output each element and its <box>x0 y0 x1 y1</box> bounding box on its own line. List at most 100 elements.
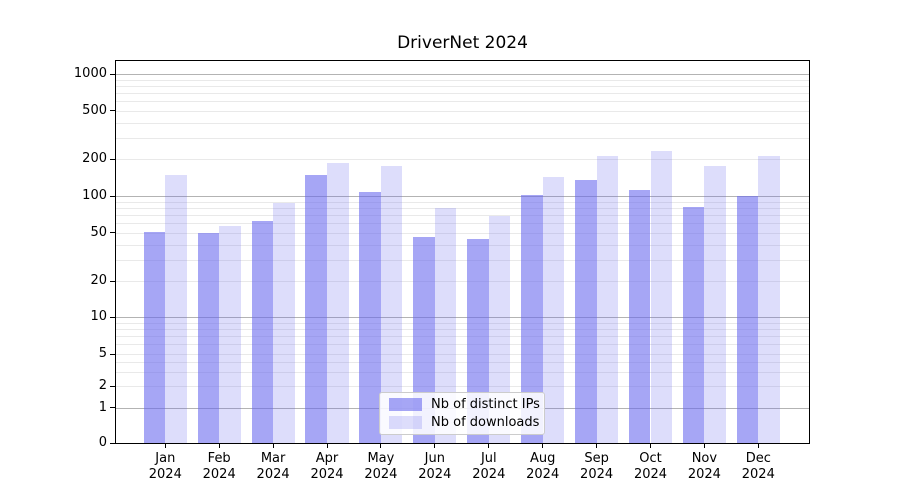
gridline-minor <box>116 101 809 102</box>
legend-label-downloads: Nb of downloads <box>431 414 540 430</box>
gridline-minor <box>116 214 809 216</box>
gridline-minor <box>116 259 809 261</box>
y-tick-label: 20 <box>90 273 107 288</box>
gridline-minor <box>116 159 809 161</box>
bar-downloads <box>219 225 241 443</box>
x-tick <box>272 444 274 448</box>
x-tick-label: Nov 2024 <box>687 451 721 482</box>
bar-distinct-ips <box>305 175 327 443</box>
x-tick <box>164 444 166 448</box>
x-tick-label: Sep 2024 <box>580 451 614 482</box>
bar-distinct-ips <box>575 180 597 443</box>
gridline-major <box>116 74 809 75</box>
bar-distinct-ips <box>359 191 381 443</box>
gridline-minor <box>116 336 809 338</box>
gridline-minor <box>116 232 809 234</box>
bar-downloads <box>165 174 187 443</box>
bar-distinct-ips <box>682 207 705 443</box>
legend-item-downloads: Nb of downloads <box>389 415 539 430</box>
legend: Nb of distinct IPs Nb of downloads <box>379 392 545 435</box>
y-tick <box>110 73 115 75</box>
y-tick <box>110 232 115 234</box>
x-tick <box>326 444 328 448</box>
x-tick-label: Jan 2024 <box>148 451 182 482</box>
y-tick <box>110 195 115 197</box>
x-tick-label: Dec 2024 <box>741 451 775 482</box>
gridline-minor <box>116 122 809 124</box>
x-tick-label: Feb 2024 <box>202 451 236 482</box>
x-tick-label: Jun 2024 <box>418 451 452 482</box>
gridline-minor <box>116 110 809 112</box>
y-tick <box>110 407 115 409</box>
gridline-minor <box>116 361 809 363</box>
x-tick-label: Apr 2024 <box>310 451 344 482</box>
gridline-minor <box>116 371 809 373</box>
x-tick-label: May 2024 <box>364 451 398 482</box>
bar-distinct-ips <box>736 196 759 443</box>
legend-swatch-downloads <box>389 415 422 429</box>
gridline-major <box>116 317 809 319</box>
gridline-minor <box>116 207 809 209</box>
bar-downloads <box>273 202 295 443</box>
bar-distinct-ips <box>413 237 435 443</box>
bar-downloads <box>542 177 565 443</box>
y-tick-label: 200 <box>82 151 107 167</box>
gridline-minor <box>116 223 809 224</box>
gridline-major <box>116 196 809 197</box>
x-tick-label: Oct 2024 <box>633 451 668 482</box>
y-tick <box>110 316 115 318</box>
x-tick-label: Aug 2024 <box>526 451 560 482</box>
bar-downloads <box>704 166 726 443</box>
x-tick <box>542 444 544 448</box>
y-tick-label: 10 <box>90 309 107 325</box>
y-tick <box>110 280 115 282</box>
bar-downloads <box>758 156 780 443</box>
bar-distinct-ips <box>143 231 166 443</box>
y-tick-label: 50 <box>90 224 107 240</box>
x-tick-label: Jul 2024 <box>472 451 506 482</box>
y-tick <box>110 110 115 112</box>
gridline-minor <box>116 85 809 87</box>
bar-downloads <box>327 162 349 443</box>
y-tick <box>110 353 115 355</box>
y-tick <box>110 442 115 444</box>
x-tick <box>380 444 382 448</box>
y-tick-label: 1 <box>98 399 107 415</box>
gridline-minor <box>116 329 809 331</box>
bar-downloads <box>596 156 619 443</box>
x-tick <box>703 444 705 448</box>
y-tick-label: 2 <box>98 378 107 393</box>
gridline-minor <box>116 201 809 203</box>
y-tick <box>110 385 115 387</box>
x-tick <box>488 444 490 448</box>
x-tick <box>434 444 436 448</box>
legend-item-distinct-ips: Nb of distinct IPs <box>389 397 540 412</box>
bar-distinct-ips <box>251 221 274 443</box>
gridline-minor <box>116 344 809 346</box>
gridline-minor <box>116 354 809 355</box>
y-tick-label: 1000 <box>73 66 107 81</box>
x-tick <box>596 444 598 448</box>
gridline-minor <box>116 386 809 387</box>
gridline-minor <box>116 137 809 139</box>
bar-distinct-ips <box>197 232 220 443</box>
legend-label-distinct-ips: Nb of distinct IPs <box>431 397 540 413</box>
y-tick-label: 100 <box>82 188 107 203</box>
bar-downloads <box>650 151 673 443</box>
gridline-minor <box>116 92 809 94</box>
chart-title: DriverNet 2024 <box>397 33 528 53</box>
y-tick-label: 500 <box>82 102 107 118</box>
y-tick-label: 0 <box>98 435 107 450</box>
x-tick <box>218 444 220 448</box>
gridline-minor <box>116 244 809 246</box>
bar-distinct-ips <box>628 190 651 443</box>
legend-swatch-distinct-ips <box>389 398 422 412</box>
bar-downloads <box>434 207 457 443</box>
bar-downloads <box>488 216 511 443</box>
bar-distinct-ips <box>521 195 543 443</box>
x-tick-label: Mar 2024 <box>256 451 290 482</box>
y-tick-label: 5 <box>98 346 107 361</box>
x-tick <box>650 444 651 448</box>
gridline-minor <box>116 281 809 282</box>
x-tick <box>757 444 759 448</box>
